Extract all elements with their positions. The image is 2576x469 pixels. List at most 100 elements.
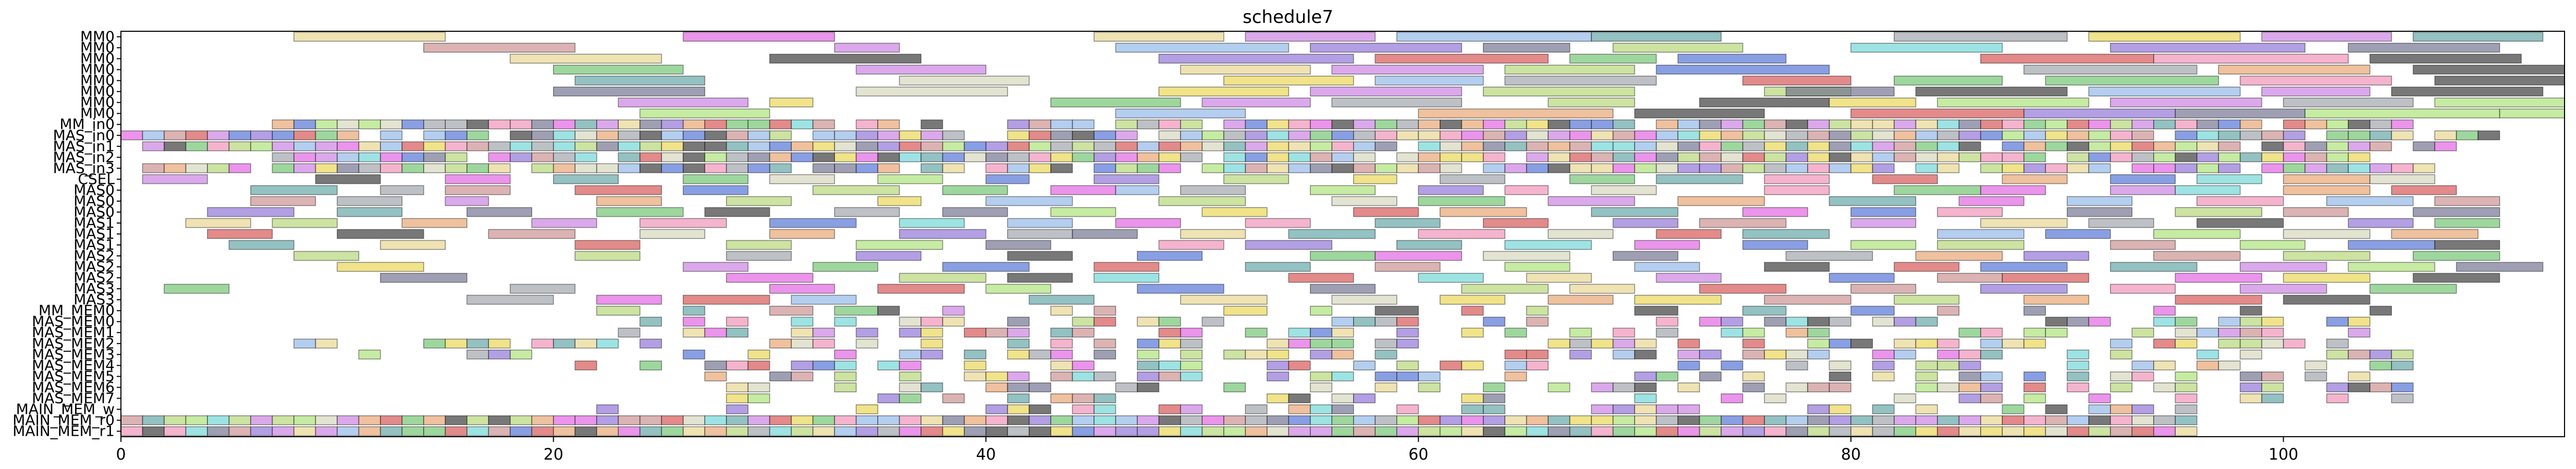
task-bar: [1094, 426, 1117, 436]
task-bar: [1396, 371, 1419, 381]
task-bar: [488, 163, 511, 174]
task-bar: [769, 141, 792, 152]
task-bar: [1850, 283, 1917, 294]
task-bar: [2067, 130, 2090, 141]
task-bar: [1980, 262, 2068, 272]
task-bar: [1050, 415, 1073, 425]
task-bar: [791, 338, 814, 349]
task-bar: [1721, 119, 1744, 130]
task-bar: [1007, 141, 1030, 152]
task-bar: [1980, 393, 2003, 403]
task-bar: [1785, 130, 1808, 141]
task-bar: [1375, 338, 1397, 349]
task-bar: [1115, 415, 1138, 425]
task-bar: [1158, 338, 1181, 349]
task-bar: [1375, 415, 1397, 425]
task-bar: [1223, 119, 1246, 130]
task-bar: [921, 426, 943, 436]
task-bar: [2153, 119, 2176, 130]
task-bar: [1548, 97, 1635, 108]
task-bar: [1915, 338, 1938, 349]
task-bar: [2067, 349, 2090, 360]
task-bar: [942, 130, 965, 141]
task-bar: [855, 415, 878, 425]
task-bar: [1007, 426, 1030, 436]
task-bar: [2391, 119, 2414, 130]
task-bar: [1072, 141, 1095, 152]
task-bar: [1137, 360, 1160, 371]
task-bar: [834, 207, 900, 217]
task-bar: [1850, 108, 2025, 119]
task-bar: [250, 185, 338, 195]
task-bar: [1310, 185, 1376, 195]
task-bar: [445, 196, 489, 206]
task-bar: [855, 251, 922, 261]
task-bar: [1850, 207, 1917, 217]
task-bar: [942, 393, 965, 403]
task-bar: [921, 119, 943, 130]
task-bar: [1439, 152, 1462, 163]
task-bar: [1677, 349, 1700, 360]
task-bar: [380, 240, 446, 250]
task-bar: [2067, 207, 2133, 217]
task-bar: [2023, 163, 2046, 174]
task-bar: [2067, 152, 2090, 163]
task-bar: [596, 141, 619, 152]
task-bar: [1742, 349, 1765, 360]
task-bar: [985, 371, 1008, 381]
task-bar: [2283, 141, 2305, 152]
task-bar: [2261, 32, 2392, 42]
task-bar: [1201, 207, 1268, 217]
task-bar: [1201, 426, 1224, 436]
task-bar: [1850, 141, 1873, 152]
task-bar: [1375, 382, 1397, 392]
task-bar: [2002, 152, 2025, 163]
task-bar: [2110, 43, 2305, 53]
task-bar: [445, 174, 511, 184]
task-bar: [1829, 415, 1851, 425]
task-bar: [1267, 426, 1290, 436]
task-bar: [574, 152, 597, 163]
task-bar: [834, 382, 857, 392]
task-bar: [2131, 327, 2154, 338]
task-bar: [942, 316, 965, 327]
task-bar: [964, 426, 987, 436]
task-bar: [1050, 97, 1181, 108]
task-bar: [510, 54, 662, 64]
task-bar: [682, 426, 705, 436]
task-bar: [2304, 108, 2500, 119]
task-bar: [1699, 152, 1722, 163]
task-bar: [553, 130, 575, 141]
task-bar: [1439, 415, 1462, 425]
task-bar: [1180, 404, 1203, 414]
task-bar: [1569, 54, 1657, 64]
task-bar: [2218, 338, 2241, 349]
task-bar: [877, 360, 900, 371]
task-bar: [1677, 163, 1700, 174]
task-bar: [2067, 382, 2090, 392]
task-bar: [1807, 327, 1830, 338]
task-bar: [2110, 338, 2133, 349]
task-bar: [1288, 229, 1376, 239]
task-bar: [401, 141, 424, 152]
task-bar: [877, 152, 900, 163]
task-bar: [1007, 316, 1030, 327]
task-bar: [1245, 415, 1268, 425]
task-bar: [1482, 393, 1505, 403]
task-bar: [834, 130, 857, 141]
task-bar: [2434, 97, 2565, 108]
task-bar: [2131, 119, 2154, 130]
task-bar: [1721, 426, 1744, 436]
task-bar: [2045, 404, 2068, 414]
task-bar: [1094, 305, 1117, 316]
task-bar: [1158, 415, 1181, 425]
task-bar: [2002, 119, 2025, 130]
task-bar: [2175, 141, 2198, 152]
task-bar: [2088, 404, 2111, 414]
task-bar: [682, 119, 705, 130]
task-bar: [1331, 404, 1354, 414]
task-bar: [553, 152, 575, 163]
task-bar: [1721, 130, 1744, 141]
row-label: MAS_MEM4: [32, 356, 115, 374]
